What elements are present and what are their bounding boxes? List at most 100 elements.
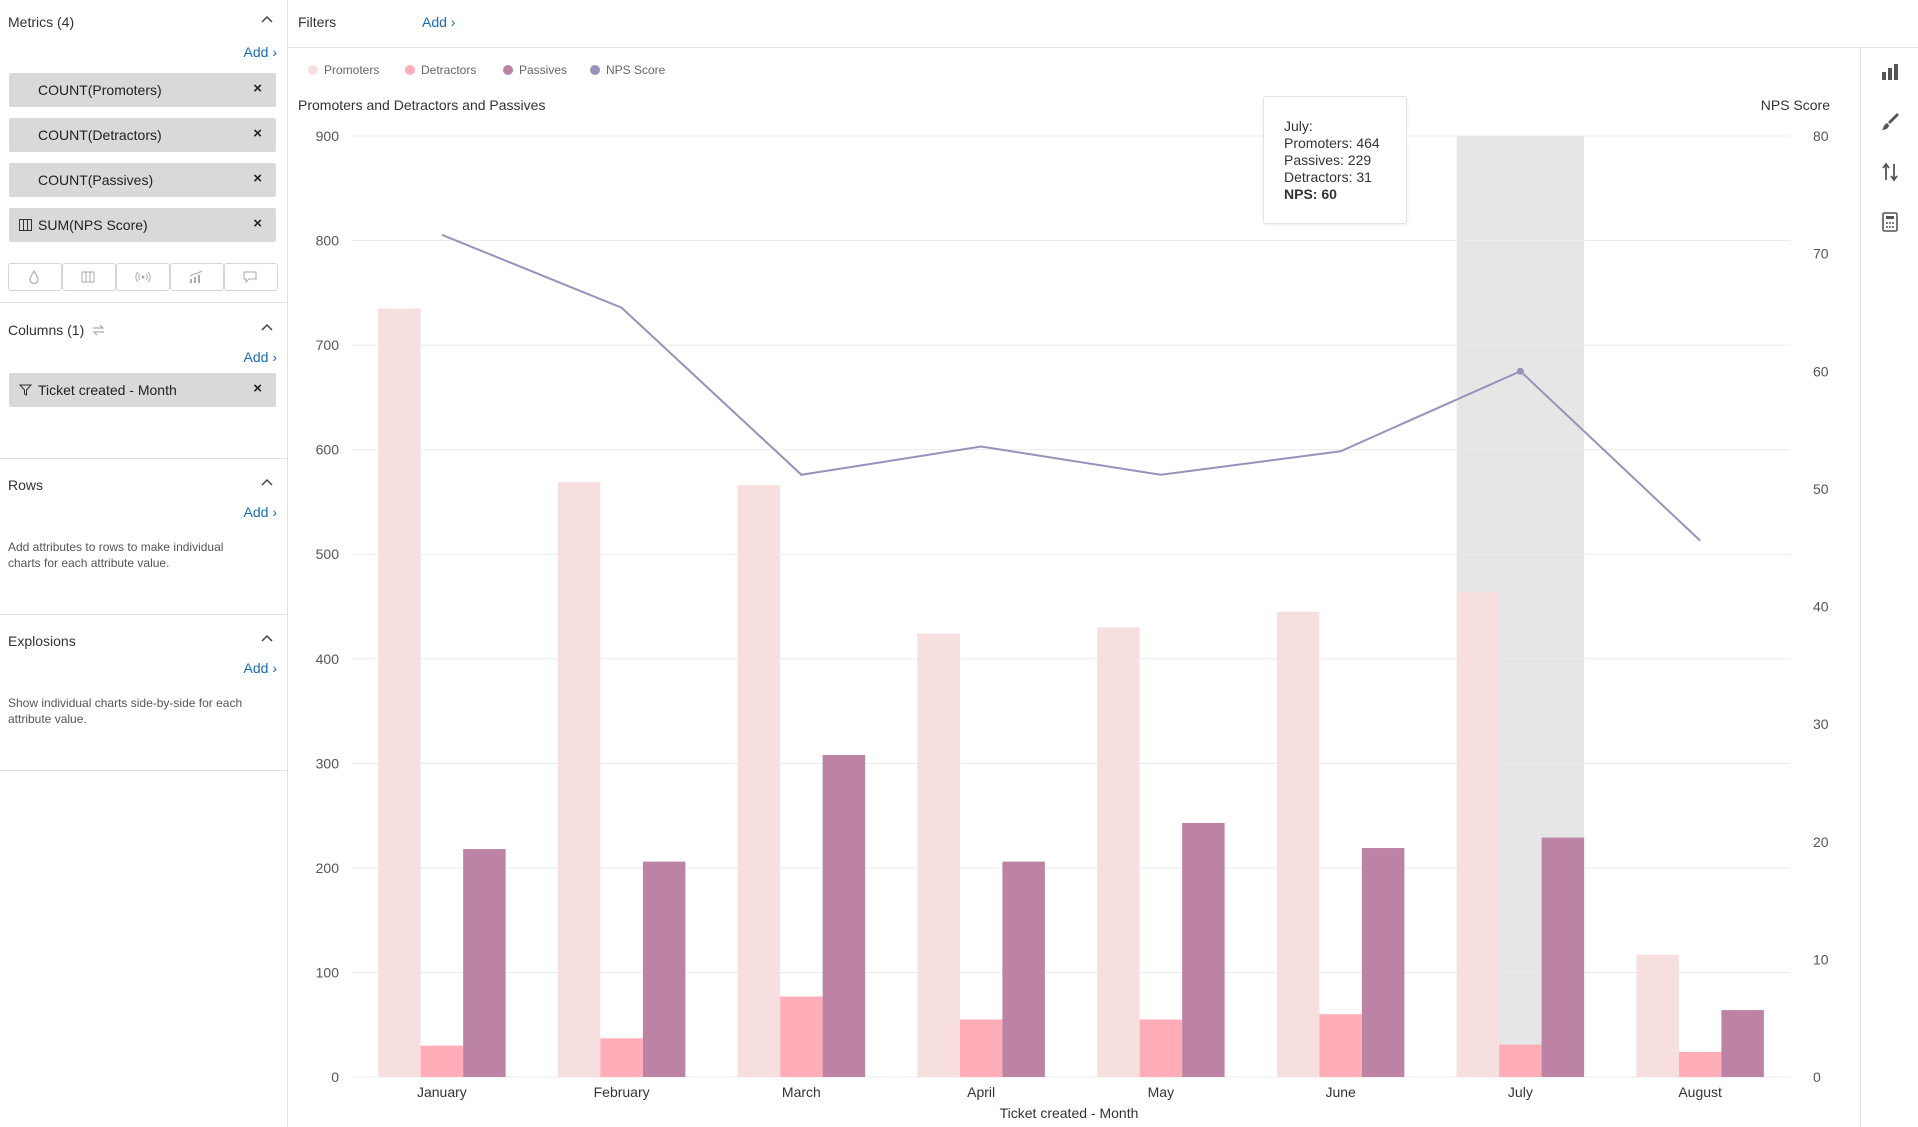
broadcast-button[interactable]	[116, 263, 170, 291]
y-tick-right: 10	[1813, 951, 1829, 967]
columns-icon	[81, 271, 95, 283]
filters-label: Filters	[298, 14, 337, 30]
y-tick-right: 70	[1813, 246, 1829, 262]
metric-label: SUM(NPS Score)	[38, 217, 148, 233]
bar-detractors	[959, 1019, 1003, 1077]
bar-passives	[1002, 861, 1045, 1077]
chart-toolbar	[1860, 47, 1918, 1127]
bar-detractors	[420, 1045, 464, 1077]
metric-pill[interactable]: COUNT(Promoters) ×	[9, 73, 276, 107]
collapse-caret-icon[interactable]	[259, 13, 275, 25]
y-tick-right: 80	[1813, 128, 1829, 144]
bar-promoters	[557, 482, 601, 1078]
tooltip-passives: Passives: 229	[1284, 152, 1372, 168]
column-label: Ticket created - Month	[38, 382, 177, 398]
y-tick-right: 30	[1813, 716, 1829, 732]
columns-section: Columns (1) Add › Ticket created - Month…	[0, 302, 287, 459]
remove-icon[interactable]: ×	[253, 380, 262, 397]
remove-icon[interactable]: ×	[253, 80, 262, 97]
legend-dot	[308, 65, 318, 75]
tooltip-detractors: Detractors: 31	[1284, 169, 1372, 185]
add-explosion-link[interactable]: Add ›	[243, 660, 277, 676]
metrics-section: Metrics (4) Add › COUNT(Promoters) × COU…	[0, 0, 287, 303]
rows-section: Rows Add › Add attributes to rows to mak…	[0, 458, 287, 615]
calculator-icon[interactable]	[1879, 211, 1901, 233]
filter-bar: Filters Add ›	[288, 0, 1918, 48]
columns-title: Columns (1)	[8, 322, 85, 338]
legend-nps-score[interactable]: NPS Score	[590, 63, 665, 77]
bar-passives	[642, 861, 686, 1077]
nps-score-line	[441, 233, 1701, 542]
sort-icon[interactable]	[1879, 161, 1901, 183]
metric-label: COUNT(Promoters)	[38, 82, 162, 98]
y-axis-title-left: Promoters and Detractors and Passives	[298, 97, 545, 113]
bar-detractors	[600, 1038, 643, 1077]
comment-icon	[243, 271, 257, 284]
metric-pill[interactable]: COUNT(Detractors) ×	[9, 118, 276, 152]
collapse-caret-icon[interactable]	[259, 632, 275, 644]
y-tick-right: 50	[1813, 481, 1829, 497]
legend-promoters[interactable]: Promoters	[308, 63, 379, 77]
chart-line-icon	[189, 270, 203, 283]
add-filter-link[interactable]: Add ›	[422, 14, 456, 30]
chart-tooltip: July: Promoters: 464 Passives: 229 Detra…	[1263, 96, 1407, 224]
add-metric-link[interactable]: Add ›	[243, 44, 277, 60]
y-tick-left: 600	[316, 442, 340, 458]
rows-help-text: Add attributes to rows to make individua…	[8, 540, 224, 570]
bar-promoters	[1636, 954, 1679, 1077]
y-tick-right: 60	[1813, 363, 1829, 379]
y-tick-right: 0	[1813, 1069, 1821, 1085]
legend-passives[interactable]: Passives	[503, 63, 567, 77]
bar-detractors	[780, 996, 823, 1077]
metric-pill[interactable]: SUM(NPS Score) ×	[9, 208, 276, 242]
x-tick-label: February	[594, 1084, 650, 1100]
y-tick-right: 40	[1813, 599, 1829, 615]
broadcast-icon	[135, 271, 151, 283]
add-row-link[interactable]: Add ›	[243, 504, 277, 520]
remove-icon[interactable]: ×	[253, 170, 262, 187]
legend-detractors[interactable]: Detractors	[405, 63, 476, 77]
legend-label: Promoters	[324, 63, 380, 77]
annotation-button[interactable]	[224, 263, 278, 291]
bar-chart-icon[interactable]	[1879, 61, 1901, 83]
config-sidebar: Metrics (4) Add › COUNT(Promoters) × COU…	[0, 0, 288, 1127]
x-tick-label: July	[1508, 1084, 1533, 1100]
bar-passives	[1182, 822, 1225, 1077]
metric-label: COUNT(Detractors)	[38, 127, 162, 143]
bar-passives	[822, 754, 866, 1077]
y-tick-left: 0	[331, 1069, 339, 1085]
remove-icon[interactable]: ×	[253, 125, 262, 142]
rows-title: Rows	[8, 477, 44, 493]
y-tick-left: 800	[316, 233, 340, 249]
bar-promoters	[917, 633, 960, 1077]
bar-passives	[463, 849, 506, 1077]
droplet-button[interactable]	[8, 263, 62, 291]
visualization-toggles	[8, 263, 278, 291]
y-tick-left: 400	[316, 651, 340, 667]
trendline-button[interactable]	[170, 263, 224, 291]
x-tick-label: April	[967, 1084, 995, 1100]
bar-detractors	[1139, 1019, 1183, 1077]
bar-promoters	[1276, 611, 1320, 1077]
bar-detractors	[1678, 1051, 1722, 1077]
columns-button[interactable]	[62, 263, 116, 291]
explosions-title: Explosions	[8, 633, 76, 649]
column-pill[interactable]: Ticket created - Month ×	[9, 373, 276, 407]
metric-pill[interactable]: COUNT(Passives) ×	[9, 163, 276, 197]
tooltip-nps: NPS: 60	[1284, 186, 1337, 202]
x-tick-label: January	[417, 1084, 467, 1100]
metrics-title: Metrics (4)	[8, 14, 75, 30]
bar-passives	[1361, 848, 1405, 1077]
remove-icon[interactable]: ×	[253, 215, 262, 232]
legend-label: Detractors	[421, 63, 477, 77]
bar-detractors	[1499, 1044, 1542, 1077]
collapse-caret-icon[interactable]	[259, 321, 275, 333]
add-column-link[interactable]: Add ›	[243, 349, 277, 365]
combo-chart: 0 100 200 300 400 500 600 700 800 900 0 10 20 30 40 50 6…	[298, 97, 1830, 1121]
swap-icon[interactable]	[91, 323, 106, 337]
y-tick-left: 300	[316, 755, 340, 771]
paintbrush-icon[interactable]	[1879, 111, 1901, 133]
legend-dot	[590, 65, 600, 75]
collapse-caret-icon[interactable]	[259, 476, 275, 488]
x-axis-title: Ticket created - Month	[1000, 1105, 1139, 1121]
